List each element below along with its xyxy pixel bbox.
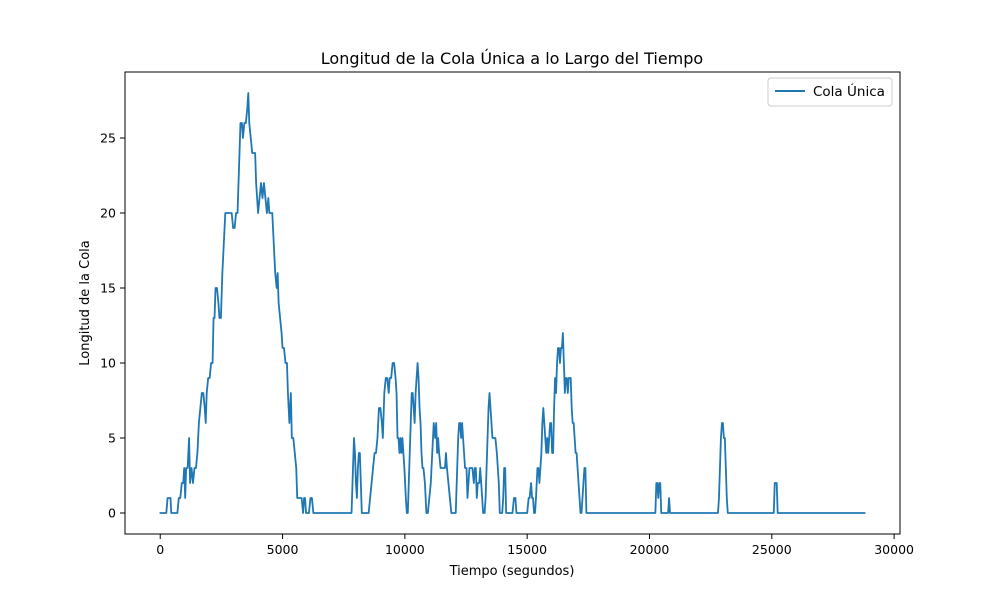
y-tick-label: 10: [100, 356, 116, 371]
legend: Cola Única: [767, 77, 893, 107]
y-tick-label: 20: [100, 206, 116, 221]
axes-frame: [124, 71, 901, 535]
series-line-0: [159, 92, 866, 514]
y-tick-label: 15: [100, 281, 116, 296]
y-tick-label: 5: [108, 431, 116, 446]
x-tick-label: 20000: [630, 542, 670, 557]
x-tick-label: 5000: [267, 542, 299, 557]
x-tick-label: 0: [156, 542, 164, 557]
legend-box: [767, 77, 893, 107]
x-tick-label: 25000: [752, 542, 792, 557]
x-tick-label: 15000: [507, 542, 547, 557]
x-tick-label: 10000: [385, 542, 425, 557]
y-tick-label: 25: [100, 131, 116, 146]
y-axis-label: Longitud de la Cola: [78, 240, 93, 366]
plot-area: 0 5000 10000 15000 20000 25000 30000 0 5 10 15 20 25: [100, 71, 914, 557]
chart-title: Longitud de la Cola Única a lo Largo del…: [321, 49, 703, 68]
x-tick-label: 30000: [874, 542, 914, 557]
y-tick-label: 0: [108, 506, 116, 521]
x-axis-label: Tiempo (segundos): [449, 564, 575, 579]
legend-label-cola-unica: Cola Única: [813, 82, 885, 100]
